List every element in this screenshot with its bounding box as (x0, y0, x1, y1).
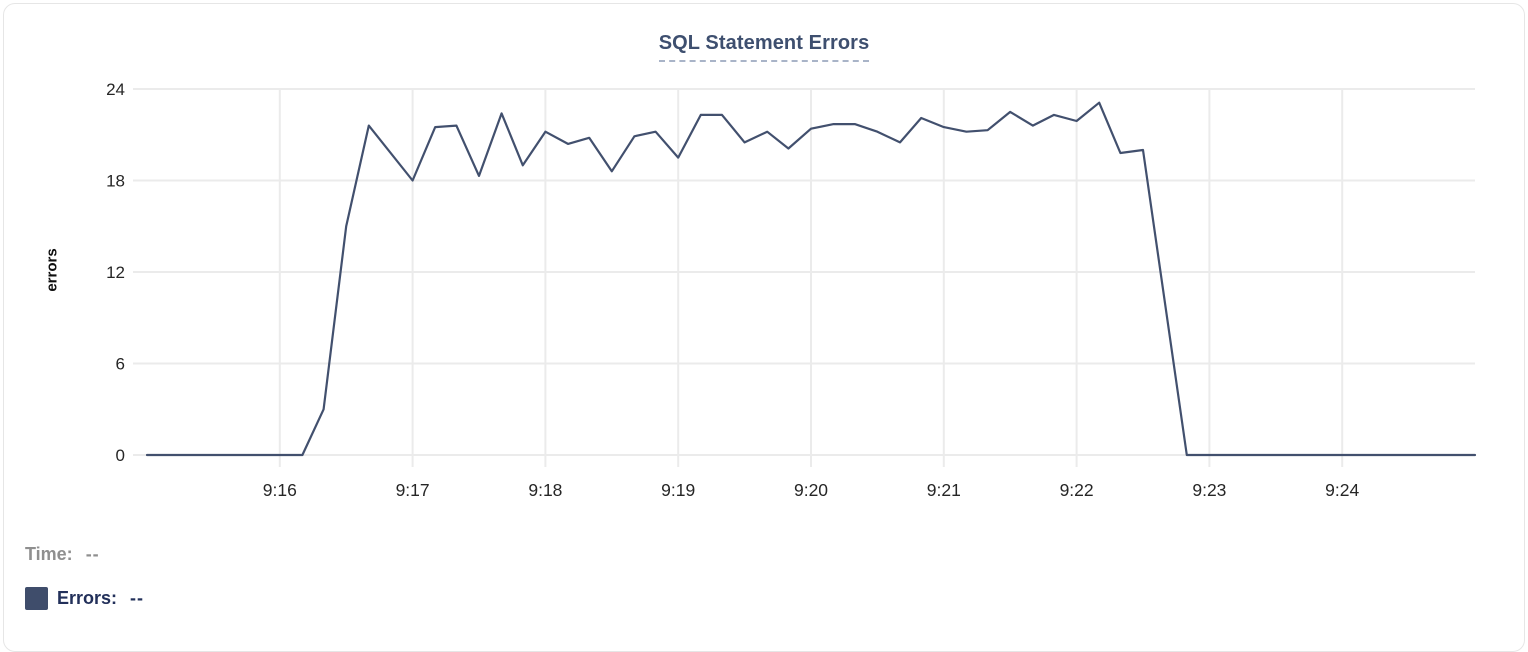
tooltip-errors-value: -- (130, 588, 145, 608)
x-tick-label: 9:21 (927, 480, 961, 500)
tooltip-errors-label: Errors: (57, 588, 118, 608)
errors-line-chart[interactable]: 0 6 12 18 24 9:16 9:17 9:18 9:19 9:20 9:21 9:22 9:23… (4, 4, 1528, 516)
y-tick-label: 6 (116, 355, 125, 374)
y-tick-label: 12 (106, 263, 125, 282)
x-tick-label: 9:24 (1325, 480, 1359, 500)
y-tick-label: 24 (106, 80, 125, 99)
x-tick-label: 9:19 (661, 480, 695, 500)
x-tick-label: 9:22 (1060, 480, 1094, 500)
chart-title[interactable]: SQL Statement Errors (658, 32, 870, 62)
errors-series-line (145, 101, 1477, 457)
chart-card: SQL Statement Errors errors 0 6 12 18 24 9:16… (3, 3, 1525, 652)
y-tick-label: 0 (116, 446, 125, 465)
errors-series-swatch (25, 587, 48, 610)
tooltip-time-value: -- (85, 544, 100, 564)
chart-header: SQL Statement Errors (4, 32, 1524, 62)
x-tick-label: 9:16 (263, 480, 297, 500)
tooltip-time-row: Time: -- (25, 544, 100, 565)
x-tick-label: 9:18 (528, 480, 562, 500)
x-tick-label: 9:17 (396, 480, 430, 500)
y-tick-label: 18 (106, 172, 125, 191)
tooltip-time-label: Time: (25, 544, 73, 564)
tooltip-errors-row: Errors: -- (25, 587, 144, 610)
x-tick-label: 9:20 (794, 480, 828, 500)
x-tick-label: 9:23 (1192, 480, 1226, 500)
